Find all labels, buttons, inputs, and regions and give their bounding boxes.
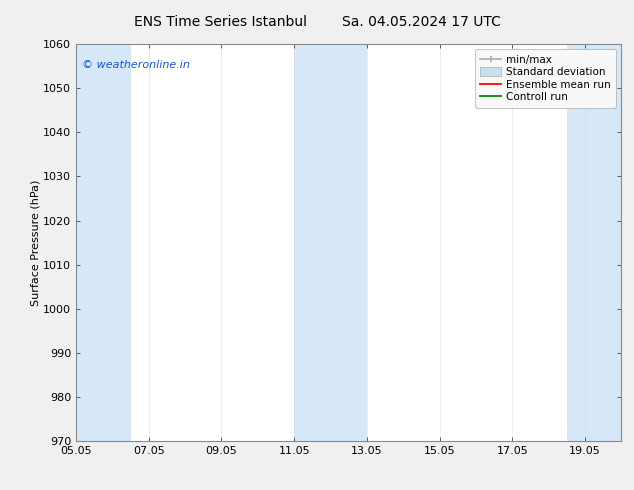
Bar xyxy=(294,44,367,441)
Bar xyxy=(76,44,131,441)
Legend: min/max, Standard deviation, Ensemble mean run, Controll run: min/max, Standard deviation, Ensemble me… xyxy=(475,49,616,107)
Text: ENS Time Series Istanbul        Sa. 04.05.2024 17 UTC: ENS Time Series Istanbul Sa. 04.05.2024 … xyxy=(134,15,500,29)
Text: © weatheronline.in: © weatheronline.in xyxy=(82,60,190,70)
Y-axis label: Surface Pressure (hPa): Surface Pressure (hPa) xyxy=(30,179,41,306)
Bar xyxy=(567,44,625,441)
